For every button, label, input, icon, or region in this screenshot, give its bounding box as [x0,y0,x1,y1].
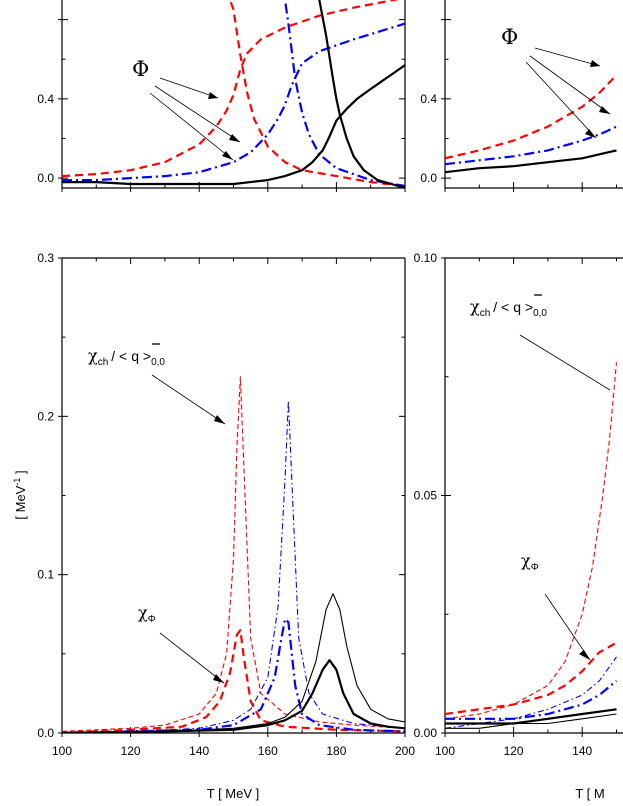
series-line-2 [62,399,405,733]
arrow-heads [208,60,610,683]
arrow-phi-tl-1 [159,77,219,99]
y-tick-label: 0.1 [37,568,54,582]
arrow-phi-tl-2 [154,85,241,143]
arrow-phi-tl-3 [149,92,234,161]
y-tick-label: 0.4 [420,92,437,106]
arrowhead-phi-tr-3 [585,129,596,138]
arrow-phi-tr-1 [534,47,601,67]
series-group [445,74,618,174]
y-tick-label: 0.00 [414,726,438,740]
arrowhead-phi-tr-2 [599,106,610,114]
panel-bottom-left: 100 120 140 160 180 200 0.0 0.1 0.2 0.3 [37,251,415,758]
series-line-0 [62,0,400,178]
series-line-4 [62,64,405,186]
series-line-4 [62,593,405,733]
y-tick-label: 0.0 [37,171,54,185]
x-tick-label: 100 [52,744,72,758]
qbar-glyph: q > [131,348,151,364]
series-line-1 [445,641,618,716]
arrow-phi-tr-3 [525,61,597,139]
phi-label-top-left: Φ [132,57,149,81]
x-tick-label: 120 [121,744,141,758]
series-line-5 [62,659,405,733]
series-line-2 [445,656,617,729]
series-line-1 [445,125,617,166]
panel-top-left: 0.0 0.4 [37,0,406,192]
annotations: Φ Φ χch / < q >0,0 χch / < q >0,0 χΦ χΦ [ Me… [12,25,611,801]
chi-ch-label-bottom-right: χch / < q >0,0 [470,297,547,319]
y-tick-label: 0.0 [37,726,54,740]
arrowhead-phi-tl-2 [229,134,240,142]
arrow-chi-phi-bl [159,632,225,684]
series-line-3 [283,0,405,188]
arrowhead-phi-tr-1 [590,60,600,67]
chi-phi-label-bottom-right: χΦ [521,551,539,573]
arrowhead-phi-tl-3 [222,151,233,160]
series-line-0 [445,362,618,720]
x-axis-title-bottom-left: T [ MeV ] [207,786,260,801]
series-group [62,0,405,188]
arrow-phi-tr-2 [529,55,611,115]
panel-bottom-right: 100 120 140 0.00 0.05 0.10 [414,251,623,758]
x-tick-label: 100 [435,744,455,758]
series-line-5 [445,708,617,725]
panel-top-right: 0.0 0.4 [420,0,623,192]
arrow-chi-ch-bl [151,374,226,425]
series-line-5 [318,0,405,188]
series-group [62,376,405,733]
series-line-1 [62,628,405,733]
x-tick-label: 140 [572,744,592,758]
annotation-arrows [149,47,611,684]
series-line-3 [62,617,405,733]
series-line-0 [62,376,405,732]
y-tick-label: 0.10 [414,251,438,265]
chi-phi-label-bottom-left: χΦ [138,603,156,625]
x-tick-label: 180 [326,744,346,758]
y-tick-label: 0.2 [37,409,54,423]
x-tick-label: 140 [189,744,209,758]
x-tick-label: 160 [258,744,278,758]
series-group [445,362,618,729]
series-line-2 [62,22,405,182]
series-line-3 [445,679,618,720]
arrowhead-chi-phi-bl [213,674,224,683]
arrow-chi-phi-br [544,593,591,661]
y-tick-label: 0.4 [37,92,54,106]
x-tick-label: 120 [504,744,524,758]
series-line-4 [445,713,617,729]
phi-label-top-right: Φ [501,25,518,49]
x-axis-title-bottom-right: T [ M [575,786,604,801]
y-tick-label: 0.0 [420,171,437,185]
arrowhead-chi-phi-br [579,650,590,660]
qbar-glyph: q > [513,299,533,315]
series-line-0 [445,74,618,160]
y-axis-title: [ MeV-1 ] [12,470,28,519]
x-tick-label: 200 [395,744,415,758]
arrow-chi-ch-br [519,334,611,391]
y-tick-label: 0.3 [37,251,54,265]
series-line-2 [445,149,617,174]
arrowhead-phi-tl-1 [208,92,218,99]
series-line-1 [228,0,405,188]
y-tick-label: 0.05 [414,489,438,503]
arrowhead-chi-ch-bl [214,415,225,424]
chi-ch-label-bottom-left: χch / < q >0,0 [88,346,165,368]
